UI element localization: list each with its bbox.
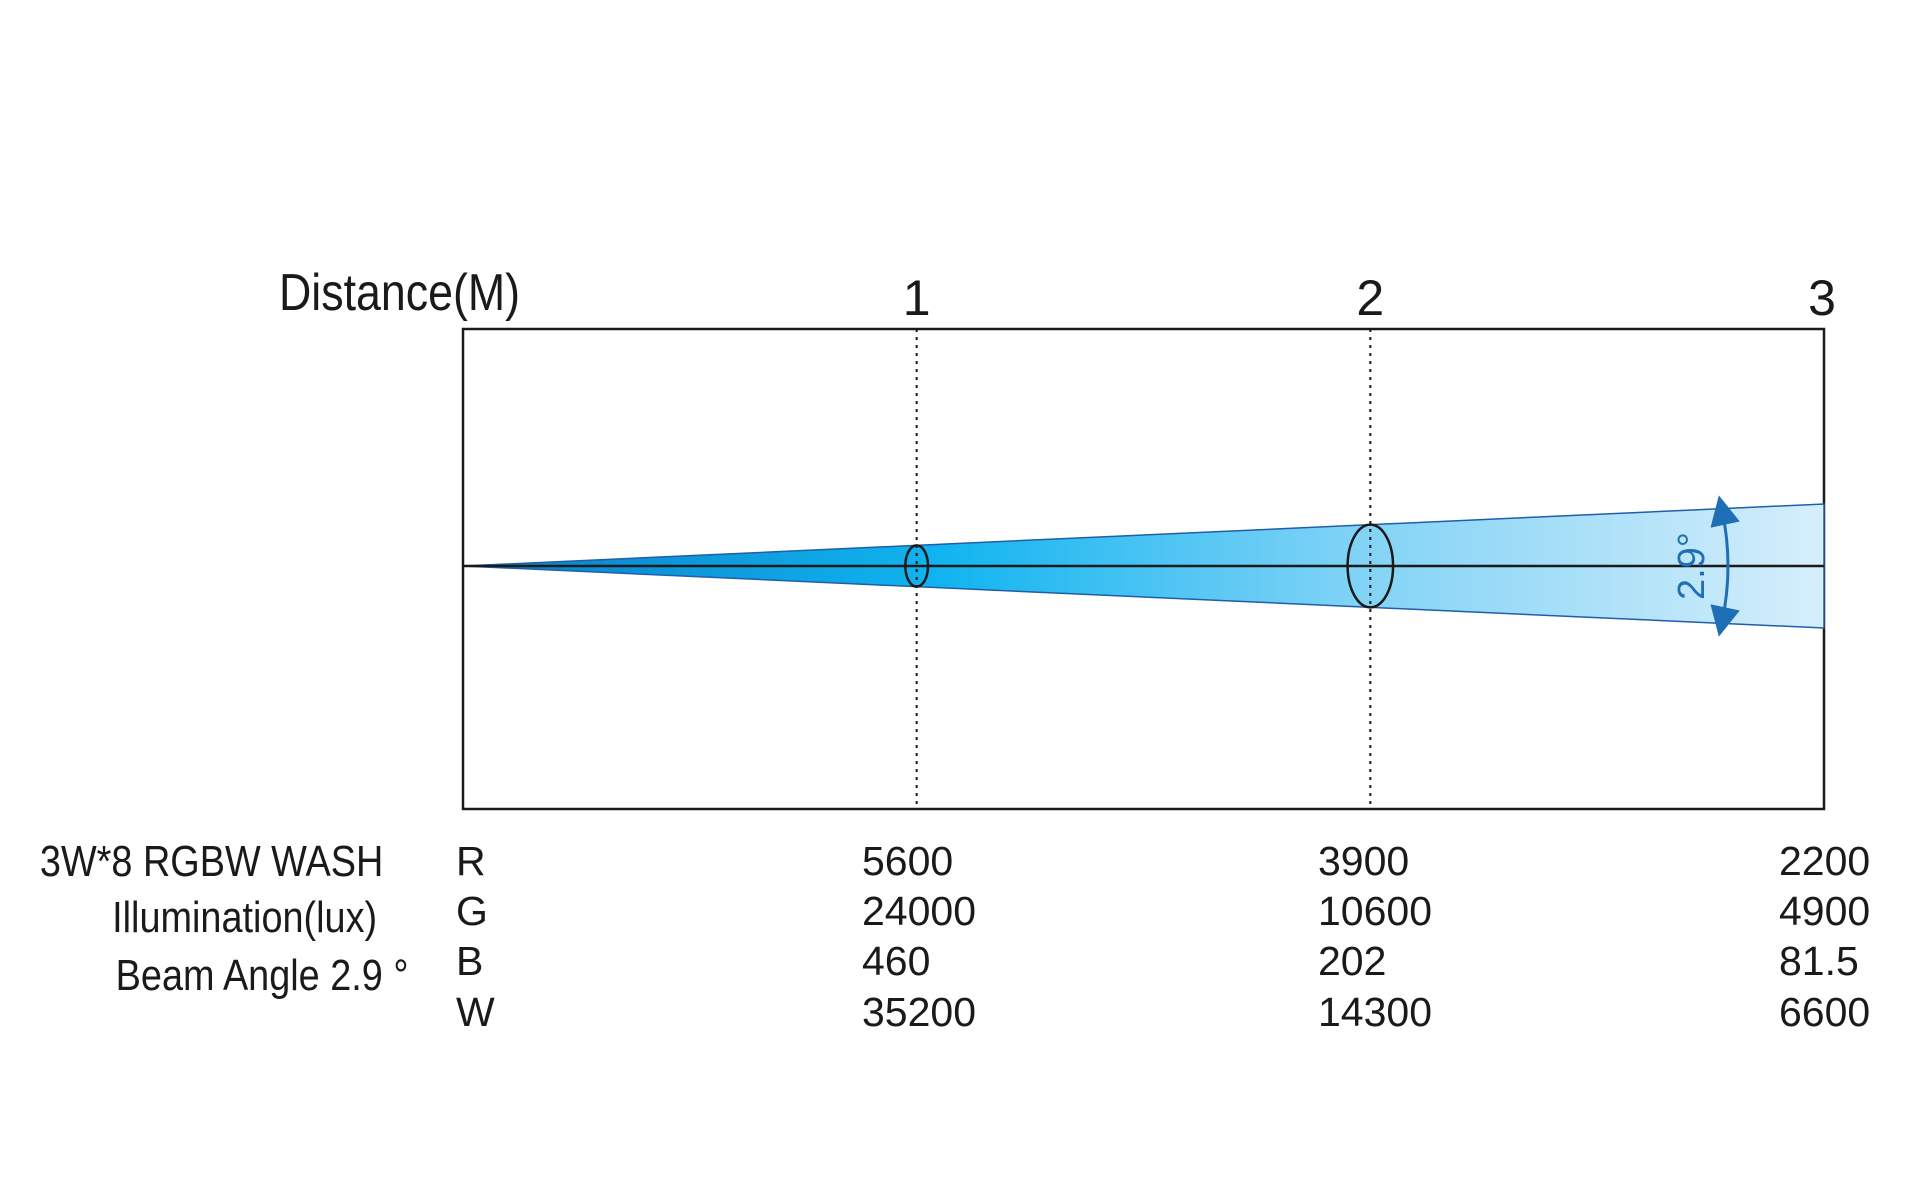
illumination-value: 2200 [1779,838,1871,884]
beam-cross-section [904,544,930,588]
beam-angle-label: 2.9° [1671,532,1713,600]
x-tick-label: 3 [1808,270,1836,326]
channel-label: B [456,938,484,984]
x-tick-label: 1 [903,270,931,326]
x-tick-label: 2 [1356,270,1384,326]
illumination-value: 202 [1318,938,1387,984]
illumination-value: 4900 [1779,888,1871,934]
illumination-value: 81.5 [1779,938,1859,984]
device-name: 3W*8 RGBW WASH [39,837,383,886]
illumination-value: 24000 [862,888,977,934]
channel-label: G [456,888,488,934]
illumination-value: 35200 [862,989,977,1035]
illumination-value: 460 [862,938,931,984]
illumination-value: 5600 [862,838,954,884]
channel-label: W [456,989,495,1035]
beam-cross-section [1346,523,1395,609]
beam-angle-arrow [1710,495,1740,637]
illumination-value: 6600 [1779,989,1871,1035]
x-axis-title: Distance(M) [279,264,520,322]
illumination-value: 10600 [1318,888,1433,934]
illumination-value: 14300 [1318,989,1433,1035]
metric-label: Illumination(lux) [112,893,377,942]
illumination-value: 3900 [1318,838,1410,884]
channel-label: R [456,838,486,884]
beam-angle-text: Beam Angle 2.9 ° [115,951,408,1000]
